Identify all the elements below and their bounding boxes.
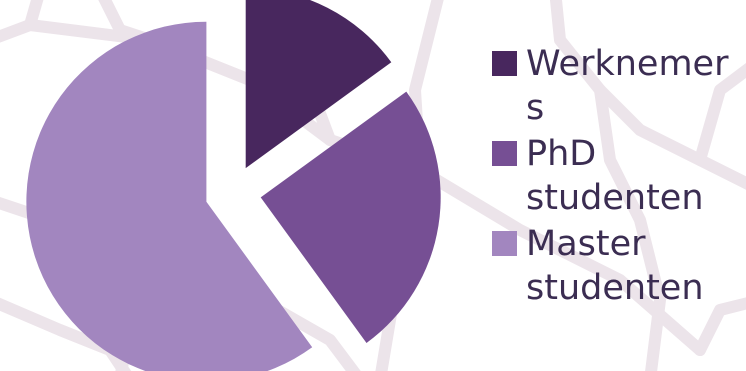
legend: Werknemers PhD studenten Master studente… — [492, 42, 742, 312]
pie-slice-master-studenten — [26, 21, 313, 371]
legend-label-phd-studenten: PhD studenten — [526, 134, 704, 218]
legend-swatch-phd-studenten — [492, 141, 517, 166]
legend-item-phd-studenten: PhD studenten — [492, 132, 742, 220]
legend-label-master-studenten: Master studenten — [526, 224, 704, 308]
pie-slice-werknemers — [245, 0, 392, 169]
legend-label-werknemers: Werknemers — [526, 44, 729, 128]
legend-item-werknemers: Werknemers — [492, 42, 742, 130]
legend-item-master-studenten: Master studenten — [492, 222, 742, 310]
legend-swatch-werknemers — [492, 51, 517, 76]
pie-slice-phd-studenten — [260, 91, 441, 343]
legend-swatch-master-studenten — [492, 231, 517, 256]
